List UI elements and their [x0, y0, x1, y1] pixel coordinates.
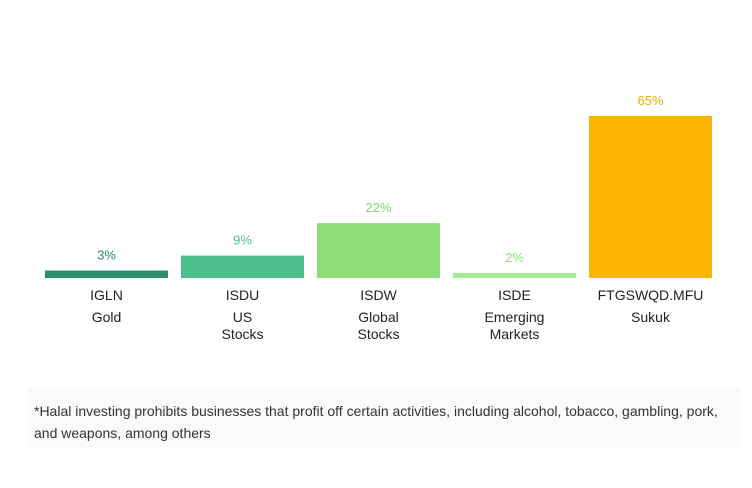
footnote-background — [28, 388, 740, 448]
tick-label-name: Stocks — [357, 326, 399, 342]
value-label: 3% — [97, 248, 116, 263]
tick-label-name: Gold — [92, 309, 122, 325]
tick-label-ticker: FTGSWQD.MFU — [598, 287, 704, 303]
tick-label-ticker: ISDU — [226, 287, 259, 303]
bar-igln — [45, 270, 168, 278]
tick-label-name: Emerging — [485, 309, 545, 325]
tick-label-ticker: ISDW — [360, 287, 397, 303]
value-label: 22% — [365, 200, 391, 215]
bar-chart: 3%IGLNGold9%ISDUUSStocks22%ISDWGlobalSto… — [45, 93, 712, 342]
tick-label-name: Markets — [490, 326, 540, 342]
bar-isdu — [181, 255, 304, 278]
bar-isde — [453, 273, 576, 278]
bar-ftgswqd.mfu — [589, 116, 712, 278]
bar-isdw — [317, 223, 440, 278]
footnote-text: *Halal investing prohibits businesses th… — [34, 403, 718, 441]
value-label: 2% — [505, 250, 524, 265]
tick-label-name: US — [233, 309, 252, 325]
tick-label-name: Sukuk — [631, 309, 671, 325]
tick-label-name: Global — [358, 309, 398, 325]
value-label: 9% — [233, 233, 252, 248]
tick-label-ticker: IGLN — [90, 287, 123, 303]
tick-label-ticker: ISDE — [498, 287, 531, 303]
value-label: 65% — [637, 93, 663, 108]
tick-label-name: Stocks — [221, 326, 263, 342]
